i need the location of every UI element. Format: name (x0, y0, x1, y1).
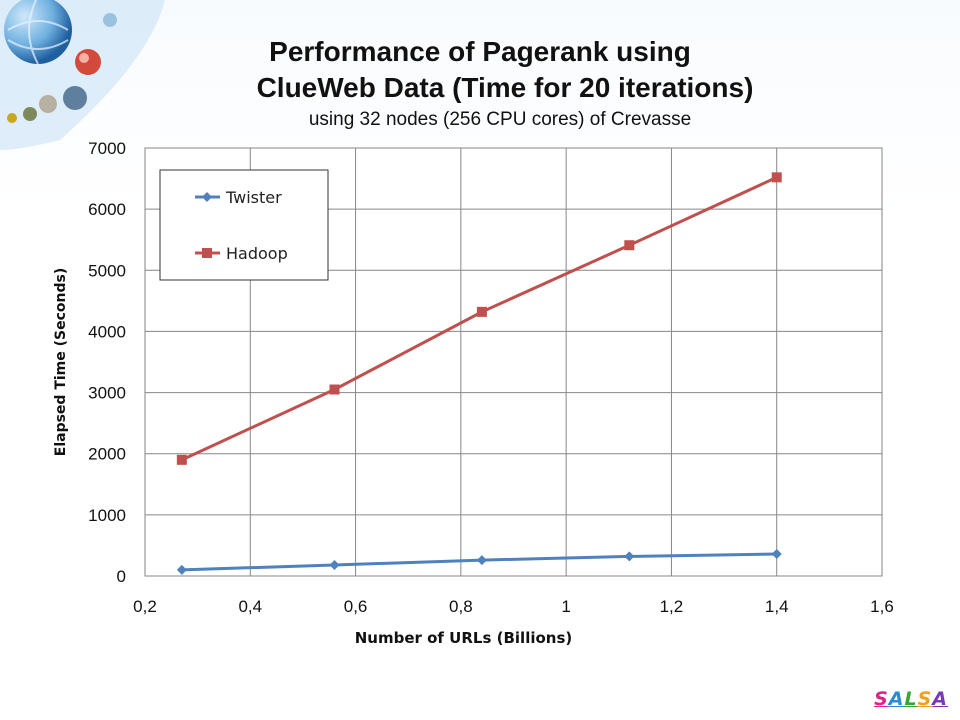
data-point-twister (176, 564, 187, 575)
x-tick-label: 0,8 (449, 597, 473, 616)
x-tick-label: 0,4 (238, 597, 262, 616)
salsa-logo-letter: S (874, 688, 889, 710)
corner-decoration-art (0, 0, 165, 150)
x-axis-label: Number of URLs (Billions) (355, 629, 573, 647)
x-tick-label: 1,6 (870, 597, 894, 616)
chart-title-line2: ClueWeb Data (Time for 20 iterations) (256, 72, 754, 103)
y-axis-label: Elapsed Time (Seconds) (53, 268, 69, 456)
x-tick-label: 0,6 (344, 597, 368, 616)
salsa-logo-letter: S (917, 688, 933, 710)
y-tick-label: 5000 (88, 261, 126, 280)
data-point-hadoop (329, 384, 340, 395)
sphere-icon (63, 86, 87, 110)
legend-box (159, 169, 329, 281)
x-tick-label: 1,2 (660, 597, 684, 616)
data-point-twister (771, 548, 782, 559)
x-tick-label: 1 (561, 597, 570, 616)
data-point-hadoop (176, 454, 187, 465)
data-point-hadoop (771, 172, 782, 183)
y-tick-label: 6000 (88, 200, 126, 219)
globe-icon (4, 0, 72, 64)
y-tick-label: 4000 (88, 322, 126, 341)
x-tick-label: 0,2 (133, 597, 157, 616)
x-tick-label: 1,4 (765, 597, 789, 616)
chart-title: Performance of Pagerank using ClueWeb Da… (160, 34, 800, 106)
salsa-logo: SALSA (874, 688, 948, 710)
legend-marker-hadoop (202, 248, 212, 258)
y-tick-label: 3000 (88, 384, 126, 403)
y-tick-label: 2000 (88, 445, 126, 464)
salsa-logo-letter: A (932, 688, 948, 710)
salsa-logo-letter: L (904, 688, 918, 710)
y-tick-label: 7000 (88, 139, 126, 158)
legend-marker-twister (202, 192, 212, 202)
y-tick-label: 1000 (88, 506, 126, 525)
chart-title-line1: Performance of Pagerank using (269, 36, 691, 67)
sphere-icon (23, 107, 37, 121)
data-point-twister (624, 551, 635, 562)
data-point-twister (476, 555, 487, 566)
salsa-logo-letter: A (888, 688, 905, 710)
y-tick-label: 0 (117, 567, 126, 586)
legend-label-hadoop: Hadoop (226, 244, 288, 263)
sphere-icon (7, 113, 17, 123)
sphere-icon (39, 95, 57, 113)
chart-subtitle: using 32 nodes (256 CPU cores) of Crevas… (308, 109, 692, 130)
legend-label-twister: Twister (225, 188, 282, 207)
data-point-hadoop (624, 240, 635, 251)
data-point-hadoop (476, 306, 487, 317)
data-point-twister (329, 559, 340, 570)
